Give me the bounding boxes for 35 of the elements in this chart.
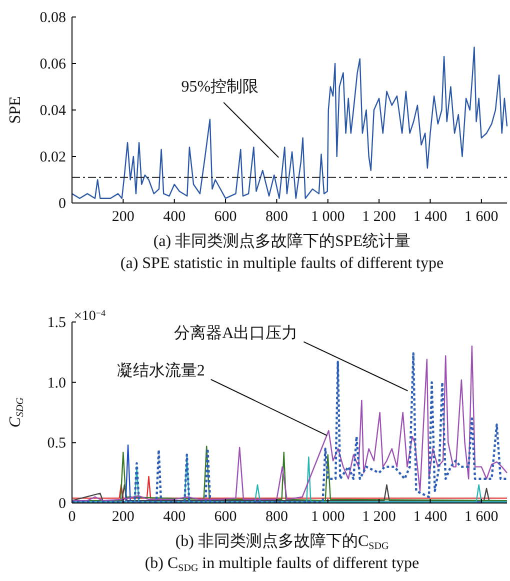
y-tick-label: 1.0	[47, 375, 66, 392]
text: (b) 非同类测点多故障下的C$_{SDG}$	[175, 532, 389, 552]
x-tick-label: 200	[112, 509, 134, 525]
y-tick-label: 0.04	[40, 103, 66, 119]
x-tick-label: 400	[163, 209, 186, 225]
annotation: ×10$^{−4}$	[74, 308, 106, 324]
y-tick-label: 1.5	[47, 315, 66, 331]
x-tick-label: 1 400	[413, 509, 448, 525]
y-tick-label: 0	[58, 496, 66, 512]
x-tick-label: 600	[214, 509, 237, 525]
x-tick-label: 1 200	[362, 209, 396, 225]
text: (a) 非同类测点多故障下的SPE统计量	[153, 232, 411, 250]
y-axis-title: SPE	[7, 96, 24, 124]
x-tick-label: 600	[214, 209, 237, 225]
y-tick-label: 0.02	[40, 150, 66, 166]
text: (b) C$_{SDG}$ in multiple faults of different type	[144, 555, 420, 574]
y-tick-label: 0.08	[40, 10, 66, 26]
y-tick-label: 0	[58, 196, 66, 212]
x-tick-label: 400	[163, 509, 186, 525]
text: (a) SPE statistic in multiple faults of different type	[120, 255, 444, 272]
x-tick-label: 800	[265, 509, 288, 525]
line-series	[71, 46, 508, 199]
x-tick-label: 200	[112, 209, 134, 225]
y-tick-label: 0.5	[47, 436, 66, 452]
annotation: 分离器A出口压力	[174, 324, 298, 342]
y-tick-label: 0.06	[40, 56, 66, 72]
x-tick-label: 1 000	[311, 509, 345, 525]
x-tick-label: 1 600	[464, 209, 498, 225]
x-tick-label: 1 200	[362, 509, 396, 525]
ref-line-label: 95%控制限	[181, 77, 259, 96]
x-tick-label: 800	[265, 209, 288, 225]
annotation: 凝结水流量2	[116, 361, 205, 380]
x-tick-label: 1 400	[413, 209, 448, 225]
x-tick-label: 1 600	[464, 509, 498, 525]
x-tick-label: 1 000	[311, 209, 345, 225]
